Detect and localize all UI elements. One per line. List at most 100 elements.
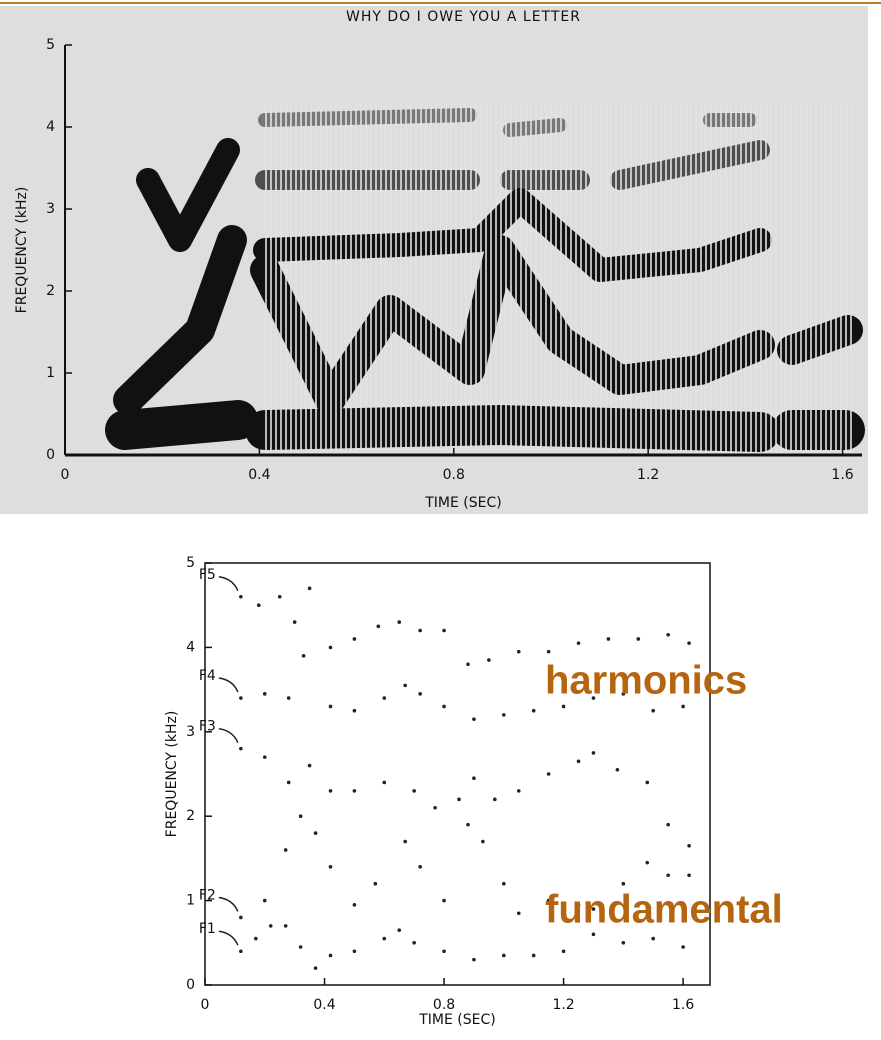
point — [418, 865, 422, 869]
point — [531, 953, 536, 958]
point — [403, 839, 408, 844]
point — [442, 704, 446, 709]
x-axis-label: TIME (SEC) — [424, 495, 502, 511]
charts: WHY DO I OWE YOU A LETTER TIME (SEC) FREQU… — [14, 9, 862, 1028]
point — [352, 708, 357, 713]
y-tick-label: 4 — [46, 119, 55, 135]
x-tick-label: 0.4 — [248, 467, 270, 483]
point — [516, 789, 521, 793]
point — [352, 789, 357, 793]
point — [352, 903, 357, 907]
point — [442, 949, 446, 954]
point — [591, 932, 596, 937]
point — [493, 797, 497, 802]
point — [516, 911, 521, 916]
label-arrow — [218, 576, 239, 592]
annotation: harmonics — [545, 659, 747, 703]
point — [687, 873, 691, 878]
point — [412, 789, 416, 793]
point — [651, 936, 656, 941]
point — [502, 953, 506, 958]
point — [256, 603, 261, 607]
point — [546, 772, 551, 776]
point — [239, 696, 243, 700]
series-label: F5 — [199, 567, 216, 583]
spectrogram-texture — [105, 100, 865, 455]
point — [516, 649, 521, 654]
y-tick-label: 5 — [46, 37, 55, 53]
point — [621, 941, 626, 945]
y-tick-label: 0 — [186, 977, 195, 993]
point — [472, 957, 476, 962]
point — [292, 620, 297, 624]
y-axis-label: FREQUENCY (kHz) — [164, 711, 180, 838]
point — [666, 873, 670, 878]
point — [397, 620, 402, 624]
x-axis-label: TIME (SEC) — [418, 1012, 496, 1028]
point — [681, 704, 685, 709]
point — [328, 704, 333, 709]
x-tick-label: 1.6 — [672, 997, 694, 1013]
point — [472, 776, 476, 781]
y-tick-label: 1 — [186, 893, 195, 909]
chart-title: WHY DO I OWE YOU A LETTER — [346, 9, 581, 25]
point — [382, 696, 387, 700]
point — [636, 637, 641, 641]
point — [283, 848, 288, 852]
point — [283, 924, 288, 928]
point — [651, 708, 656, 713]
point — [687, 843, 691, 848]
plot-frame — [204, 562, 711, 986]
point — [301, 654, 306, 658]
point — [239, 915, 243, 920]
x-tick-label: 1.2 — [637, 467, 659, 483]
series-label: F4 — [199, 668, 216, 684]
series-label: F2 — [199, 887, 216, 903]
point — [666, 822, 670, 827]
point — [621, 692, 626, 696]
point — [376, 624, 381, 629]
point — [352, 637, 357, 641]
point — [352, 949, 357, 954]
point — [645, 780, 650, 785]
point — [576, 903, 581, 907]
x-tick-label: 0.4 — [313, 997, 335, 1013]
point — [418, 692, 422, 696]
y-tick-label: 4 — [186, 639, 195, 655]
point — [591, 696, 596, 700]
point — [606, 637, 611, 641]
point — [262, 692, 267, 696]
x-tick-label: 0.8 — [433, 997, 455, 1013]
point — [466, 662, 470, 667]
point — [382, 780, 387, 785]
point — [502, 713, 506, 717]
point — [307, 763, 312, 768]
x-tick-label: 0 — [61, 467, 70, 483]
point — [403, 683, 408, 688]
point — [239, 949, 243, 954]
annotation: fundamental — [545, 888, 783, 932]
point — [546, 898, 551, 903]
y-tick-label: 5 — [186, 555, 195, 571]
x-tick-label: 0.8 — [443, 467, 465, 483]
point — [681, 945, 685, 949]
point — [645, 860, 650, 865]
point — [442, 898, 446, 903]
label-arrow — [218, 677, 239, 693]
point — [397, 928, 402, 932]
point — [481, 839, 485, 844]
point — [268, 924, 273, 928]
point — [591, 907, 596, 911]
point — [546, 649, 551, 654]
point — [262, 755, 267, 759]
point — [313, 966, 318, 970]
y-tick-label: 0 — [46, 447, 55, 463]
label-arrow — [218, 930, 239, 946]
point — [382, 936, 387, 941]
point — [687, 641, 691, 645]
point — [561, 949, 566, 954]
point — [412, 941, 416, 945]
series-label: F1 — [199, 921, 216, 937]
y-axis-label: FREQUENCY (kHz) — [14, 187, 30, 314]
